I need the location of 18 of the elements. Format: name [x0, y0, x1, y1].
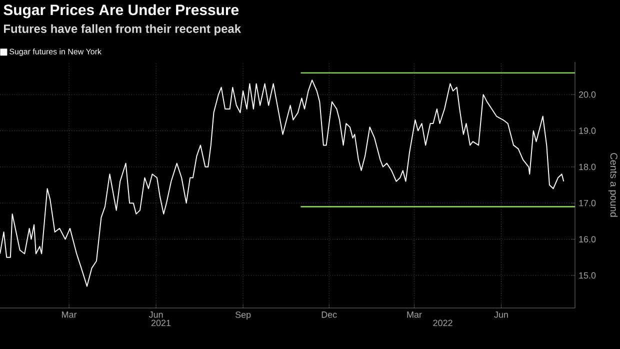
x-tick-label: Mar: [62, 312, 77, 318]
line-series: [0, 80, 564, 287]
y-tick-label: 16.0: [579, 236, 596, 242]
text: 2021: [151, 320, 171, 326]
x-tick-label: Dec: [322, 312, 337, 318]
y-tick-label: 19.0: [579, 128, 596, 134]
chart-title: Sugar Prices Are Under Pressure: [4, 4, 239, 18]
y-tick-label: 18.0: [579, 164, 596, 170]
chart-subtitle: Futures have fallen from their recent peak: [4, 24, 242, 36]
x-tick-label: Jun: [148, 312, 163, 318]
x-tick-label: Jun: [494, 312, 508, 318]
y-tick-label: 20.0: [578, 91, 596, 98]
y-tick-label: 15.0: [579, 272, 596, 279]
y-tick-label: 17.0: [579, 200, 596, 206]
text: 2022: [433, 320, 452, 326]
x-tick-label: Mar: [407, 312, 422, 318]
x-tick-label: Sep: [235, 312, 251, 320]
y-axis-title: Cents a pound: [608, 153, 618, 217]
